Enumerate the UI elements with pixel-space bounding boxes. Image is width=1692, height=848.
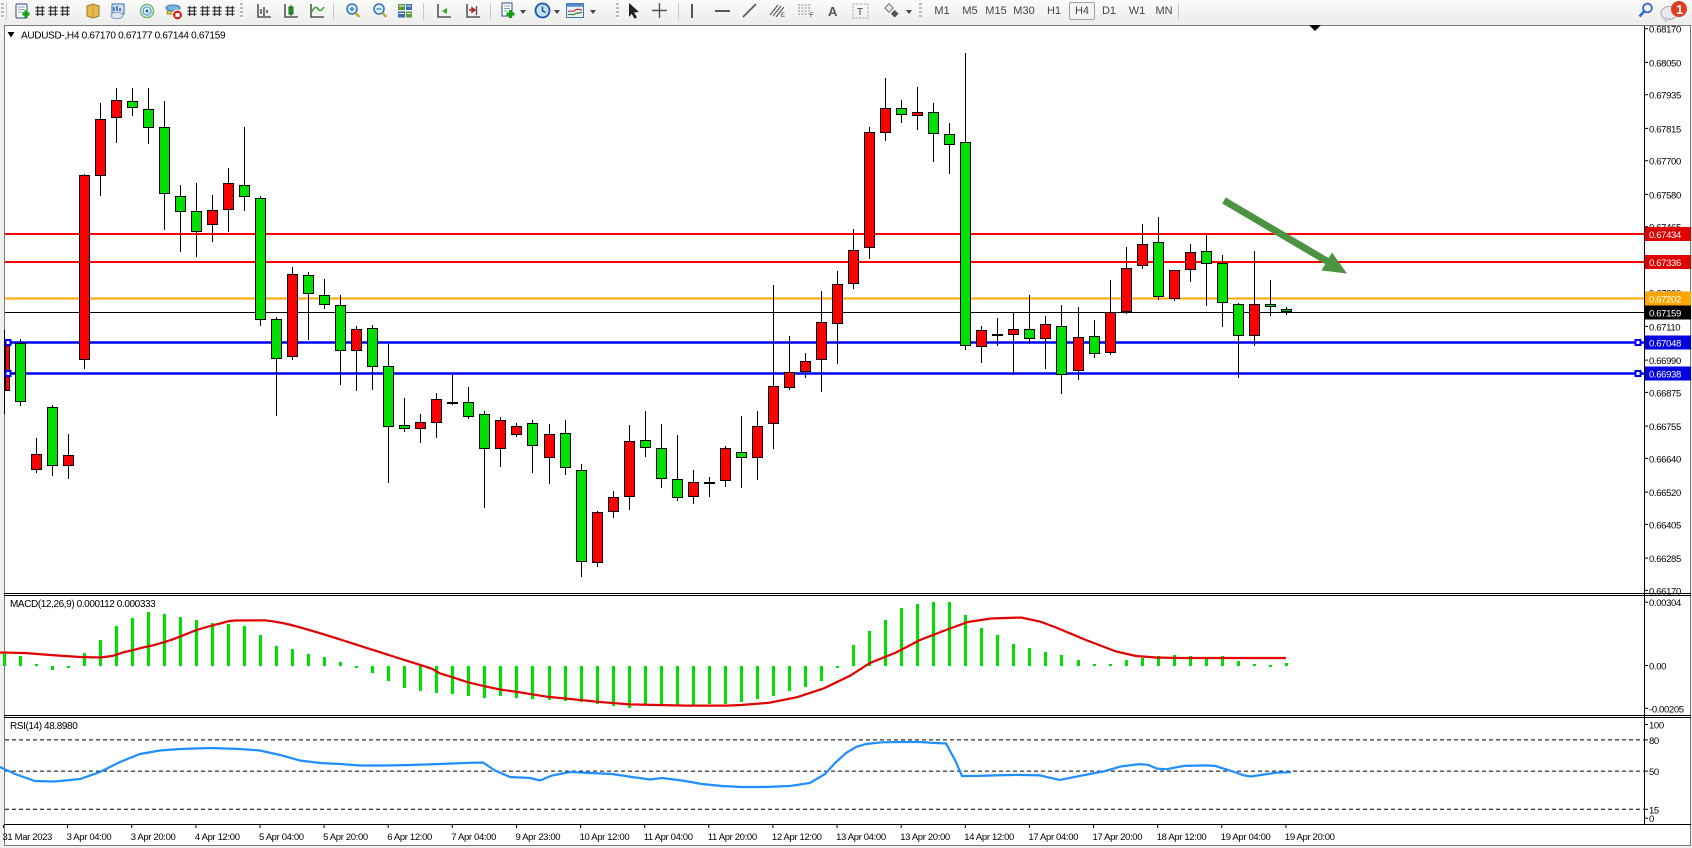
svg-text:0.66170: 0.66170 [1649,586,1681,597]
svg-text:11 Apr 20:00: 11 Apr 20:00 [708,832,757,843]
svg-text:18 Apr 12:00: 18 Apr 12:00 [1157,832,1207,843]
svg-text:0.00: 0.00 [1649,662,1666,673]
svg-text:11 Apr 04:00: 11 Apr 04:00 [644,832,693,843]
svg-text:0.66640: 0.66640 [1649,454,1681,465]
svg-text:3 Apr 04:00: 3 Apr 04:00 [67,832,112,843]
svg-text:F: F [810,13,814,19]
svg-text:0: 0 [1649,814,1654,825]
svg-text:4 Apr 12:00: 4 Apr 12:00 [195,832,240,843]
svg-text:17 Apr 04:00: 17 Apr 04:00 [1028,832,1078,843]
svg-text:100: 100 [1649,721,1664,732]
svg-text:0.68050: 0.68050 [1649,58,1681,69]
svg-text:5 Apr 20:00: 5 Apr 20:00 [323,832,368,843]
svg-text:0.67159: 0.67159 [1649,309,1681,320]
svg-text:19 Apr 20:00: 19 Apr 20:00 [1285,832,1335,843]
svg-text:0.67815: 0.67815 [1649,124,1681,135]
svg-text:0.67110: 0.67110 [1649,322,1680,333]
svg-text:0.67434: 0.67434 [1649,230,1681,241]
svg-text:0.68170: 0.68170 [1649,25,1681,36]
svg-text:19 Apr 04:00: 19 Apr 04:00 [1221,832,1271,843]
svg-text:AUDUSD-,H4 0.67170 0.67177 0.: AUDUSD-,H4 0.67170 0.67177 0.67144 0.671… [21,31,226,42]
svg-text:31 Mar 2023: 31 Mar 2023 [3,832,53,843]
svg-text:13 Apr 20:00: 13 Apr 20:00 [900,832,950,843]
svg-text:0.00304: 0.00304 [1649,598,1681,609]
svg-text:0.67336: 0.67336 [1649,258,1681,269]
svg-text:7 Apr 04:00: 7 Apr 04:00 [451,832,496,843]
svg-text:3 Apr 20:00: 3 Apr 20:00 [131,832,176,843]
svg-text:80: 80 [1649,736,1659,747]
svg-text:0.66938: 0.66938 [1649,370,1681,381]
svg-text:17 Apr 20:00: 17 Apr 20:00 [1093,832,1143,843]
svg-text:0.66990: 0.66990 [1649,356,1681,367]
svg-text:0.66755: 0.66755 [1649,422,1681,433]
svg-text:MACD(12,26,9) 0.000112 0.00033: MACD(12,26,9) 0.000112 0.000333 [10,599,156,610]
svg-text:14 Apr 12:00: 14 Apr 12:00 [964,832,1014,843]
svg-text:9 Apr 23:00: 9 Apr 23:00 [516,832,561,843]
svg-text:0.67935: 0.67935 [1649,91,1681,102]
svg-text:1: 1 [1676,2,1683,17]
svg-text:0.66405: 0.66405 [1649,520,1681,531]
svg-text:T: T [857,7,863,18]
svg-text:0.66520: 0.66520 [1649,488,1681,499]
svg-text:10 Apr 12:00: 10 Apr 12:00 [580,832,630,843]
svg-text:6 Apr 12:00: 6 Apr 12:00 [387,832,432,843]
svg-text:0.67580: 0.67580 [1649,190,1681,201]
svg-text:0.67700: 0.67700 [1649,157,1681,168]
svg-text:0.67048: 0.67048 [1649,339,1681,350]
svg-text:E: E [781,13,785,19]
svg-text:50: 50 [1649,767,1659,778]
svg-text:15: 15 [1649,805,1659,816]
svg-text:0.67202: 0.67202 [1649,295,1681,306]
svg-text:0.66285: 0.66285 [1649,554,1681,565]
svg-text:12 Apr 12:00: 12 Apr 12:00 [772,832,822,843]
svg-text:RSI(14) 48.8980: RSI(14) 48.8980 [10,721,78,732]
svg-text:13 Apr 04:00: 13 Apr 04:00 [836,832,886,843]
svg-text:5 Apr 04:00: 5 Apr 04:00 [259,832,304,843]
svg-text:0.66875: 0.66875 [1649,388,1681,399]
svg-text:-0.00205: -0.00205 [1649,704,1684,715]
